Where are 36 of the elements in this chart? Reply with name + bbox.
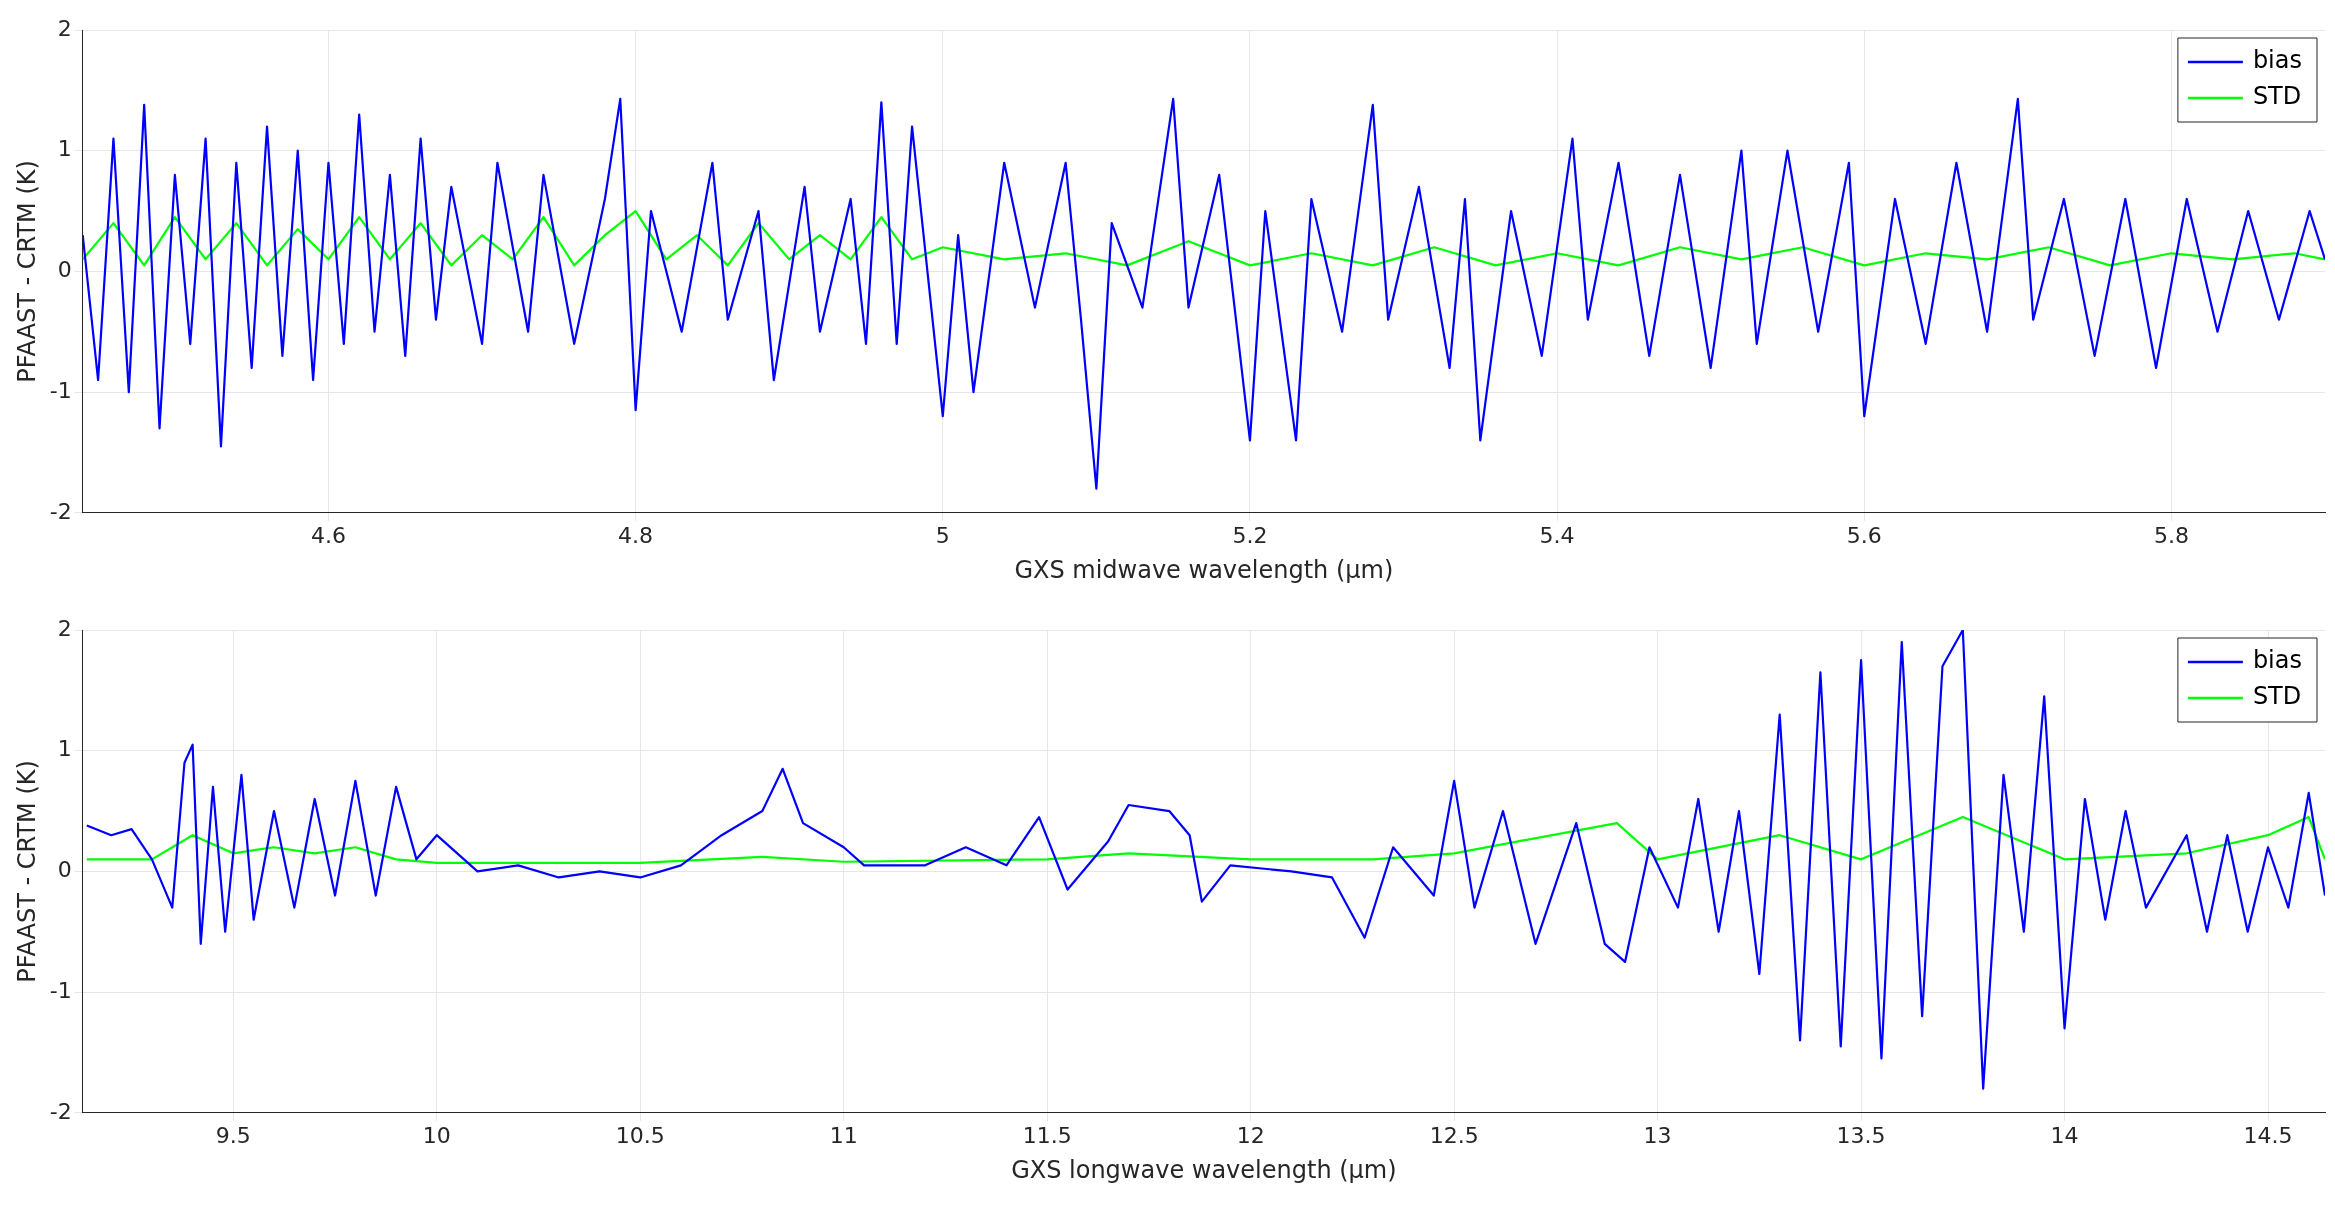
x-tick-label: 9.5 (215, 1122, 251, 1148)
legend-label: bias (2252, 646, 2303, 675)
x-axis-title: GXS longwave wavelength (μm) (1011, 1155, 1397, 1184)
x-tick-label: 4.8 (618, 522, 654, 548)
x-tick-label: 5.2 (1232, 522, 1268, 548)
x-tick-label: 5.8 (2153, 522, 2189, 548)
y-tick-label: -2 (49, 498, 72, 524)
y-tick-label: 2 (57, 15, 72, 41)
x-axis-title: GXS midwave wavelength (μm) (1014, 555, 1394, 584)
x-tick-label: 10 (422, 1122, 451, 1148)
y-tick-label: 0 (57, 857, 72, 883)
x-tick-label: 11 (829, 1122, 858, 1148)
legend-label: bias (2252, 46, 2303, 75)
y-tick-label: -2 (49, 1098, 72, 1124)
x-tick-label: 12.5 (1429, 1122, 1479, 1148)
x-tick-label: 14 (2050, 1122, 2079, 1148)
y-tick-label: -1 (49, 377, 72, 403)
y-axis-title: PFAAST - CRTM (K) (12, 760, 41, 983)
x-tick-label: 13.5 (1836, 1122, 1886, 1148)
x-tick-label: 5.6 (1846, 522, 1882, 548)
legend-label: STD (2252, 82, 2302, 111)
x-tick-label: 10.5 (615, 1122, 665, 1148)
x-tick-label: 5.4 (1539, 522, 1575, 548)
x-tick-label: 12 (1236, 1122, 1265, 1148)
y-tick-label: 1 (57, 736, 72, 762)
x-tick-label: 14.5 (2243, 1122, 2293, 1148)
x-tick-label: 4.6 (310, 522, 346, 548)
x-tick-label: 11.5 (1022, 1122, 1072, 1148)
y-tick-label: -1 (49, 977, 72, 1003)
y-tick-label: 2 (57, 615, 72, 641)
x-tick-label: 13 (1643, 1122, 1672, 1148)
y-tick-label: 1 (57, 136, 72, 162)
y-axis-title: PFAAST - CRTM (K) (12, 160, 41, 383)
y-tick-label: 0 (57, 257, 72, 283)
legend-label: STD (2252, 682, 2302, 711)
x-tick-label: 5 (935, 522, 950, 548)
